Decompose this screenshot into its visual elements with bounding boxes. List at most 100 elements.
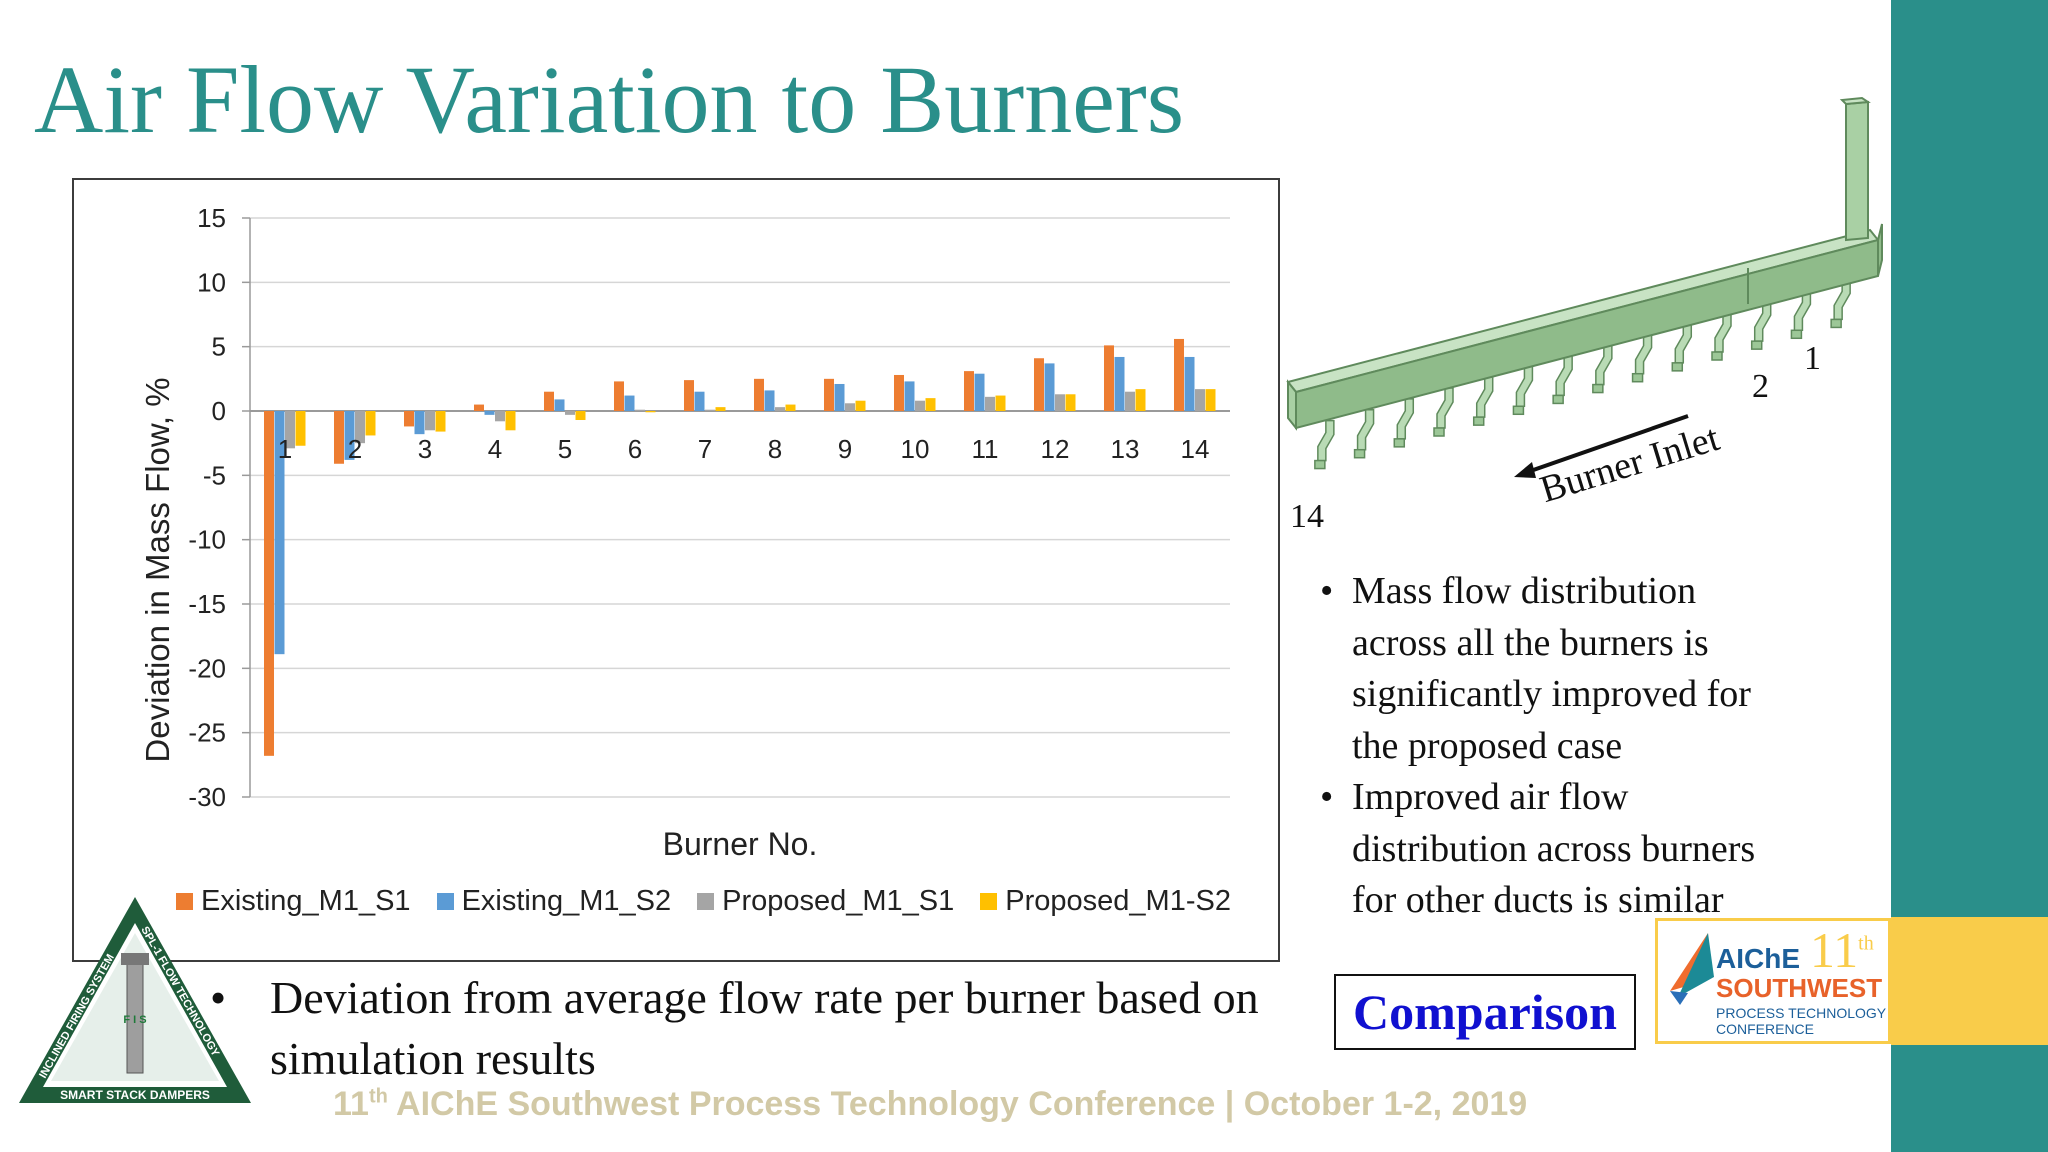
main-bullet-text: Deviation from average flow rate per bur… [270,972,1259,1084]
legend-item: Existing_M1_S1 [176,885,411,918]
bar-Existing_M1_S1-2 [334,411,344,464]
bar-Existing_M1_S2-12 [1044,363,1055,411]
x-tick-label: 12 [1041,434,1070,464]
bar-Existing_M1_S1-10 [894,374,904,411]
burner-label-2: 2 [1752,368,1769,405]
aiche-line1: PROCESS TECHNOLOGY [1716,1005,1887,1021]
bullet-list: Mass flow distribution across all the bu… [1320,566,1780,927]
bar-Proposed_M1-S2-6 [645,411,656,413]
bar-Proposed_M1-S2-9 [855,400,866,411]
burner-label-14: 14 [1290,498,1324,535]
bar-Proposed_M1-S2-11 [995,395,1006,411]
bar-Proposed_M1_S1-10 [915,400,925,411]
x-tick-label: 14 [1181,434,1210,464]
inlet-arrow-head [1514,462,1536,478]
y-tick-label: 0 [212,396,226,426]
legend-label: Existing_M1_S2 [461,885,672,917]
legend-label: Proposed_M1_S1 [722,885,955,917]
legend-item: Existing_M1_S2 [436,885,672,918]
bar-Existing_M1_S2-6 [624,395,635,411]
x-tick-label: 3 [418,434,432,464]
bar-Existing_M1_S2-5 [554,399,565,411]
bar-Proposed_M1-S2-12 [1065,394,1076,411]
bar-Existing_M1_S1-13 [1104,345,1114,411]
burner-nozzles [1314,278,1851,470]
bar-Proposed_M1_S1-2 [355,411,365,444]
y-tick-label: -20 [188,653,226,683]
bar-Proposed_M1_S1-4 [495,411,505,422]
bar-Proposed_M1_S1-14 [1195,389,1205,411]
duct-vertical-stack [1845,100,1869,242]
aiche-logo: AIChE 11th SOUTHWEST PROCESS TECHNOLOGY … [1655,918,1891,1044]
y-tick-label: 10 [197,267,226,297]
footer-text: 11th AIChE Southwest Process Technology … [333,1085,1528,1123]
burner-nozzle [1356,408,1375,451]
burner-nozzle [1674,322,1693,364]
legend-label: Proposed_M1-S2 [1005,885,1231,917]
bar-Proposed_M1-S2-7 [715,407,726,411]
aiche-region: SOUTHWEST [1716,973,1883,1003]
svg-text:SMART STACK DAMPERS: SMART STACK DAMPERS [60,1088,210,1102]
main-bullet: • • Deviation from average flow rate per… [210,967,1330,1089]
bar-Existing_M1_S1-5 [544,391,554,411]
bar-Existing_M1_S2-4 [484,411,495,415]
legend-swatch [697,893,715,910]
burner-label-1: 1 [1804,340,1821,377]
burner-nozzle [1475,376,1494,418]
bar-Existing_M1_S2-2 [344,411,355,460]
bar-Proposed_M1_S1-3 [425,411,435,431]
yellow-side-band [1891,917,2048,1045]
bar-Proposed_M1_S1-5 [565,411,575,415]
x-tick-label: 1 [278,434,292,464]
bar-Existing_M1_S1-12 [1034,358,1044,411]
x-tick-label: 4 [488,434,502,464]
bar-Proposed_M1_S1-12 [1055,394,1065,411]
duct-figure [1286,96,1883,478]
bar-Existing_M1_S1-4 [474,404,484,411]
bullet-dot: • [210,972,227,1023]
bar-Existing_M1_S2-13 [1114,356,1125,411]
bar-Existing_M1_S2-10 [904,381,915,411]
bar-Proposed_M1_S1-7 [705,409,715,411]
x-tick-label: 9 [838,434,852,464]
duct-top-face [1286,228,1880,394]
y-tick-label: -5 [203,460,226,490]
burner-nozzle [1793,289,1812,332]
bar-Proposed_M1_S1-11 [985,396,995,411]
burner-nozzle [1714,311,1732,353]
y-tick-label: -30 [188,782,226,812]
x-tick-label: 10 [901,434,930,464]
bar-Proposed_M1-S2-13 [1135,389,1146,411]
aiche-mark-icon [1670,933,1714,1005]
bar-Existing_M1_S2-14 [1184,356,1195,411]
comparison-label: Comparison [1334,974,1636,1050]
bar-Proposed_M1_S1-8 [775,407,785,411]
bar-Proposed_M1-S2-10 [925,398,936,411]
burner-nozzle [1595,343,1613,386]
bar-Proposed_M1_S1-13 [1125,391,1135,411]
burner-nozzle [1515,365,1534,408]
burner-nozzle [1396,398,1415,440]
bar-Proposed_M1_S1-6 [635,409,645,411]
bar-Existing_M1_S1-11 [964,371,974,411]
bar-Proposed_M1-S2-8 [785,404,796,411]
burner-nozzle [1317,419,1335,462]
bar-Proposed_M1-S2-4 [505,411,516,431]
burner-nozzle [1634,332,1653,375]
fis-logo: F I S INCLINED FIRING SYSTEM SPL-1 FLOW … [19,897,251,1103]
legend-item: Proposed_M1-S2 [980,885,1231,918]
bullet-item: Improved air flow distribution across bu… [1320,772,1780,927]
x-tick-label: 11 [972,434,999,464]
aiche-brand: AIChE [1716,943,1800,974]
x-tick-label: 2 [348,434,362,464]
legend-swatch [436,893,454,910]
bar-Existing_M1_S2-3 [414,411,425,435]
chart-legend: Existing_M1_S1 Existing_M1_S2 Proposed_M1_… [176,885,1231,918]
burner-nozzle [1436,387,1454,429]
y-tick-label: 5 [212,332,226,362]
inlet-arrow-line [1521,414,1689,476]
x-tick-label: 13 [1111,434,1140,464]
bar-Existing_M1_S1-6 [614,381,624,411]
x-tick-label: 8 [768,434,782,464]
bar-Existing_M1_S2-1 [274,411,285,655]
